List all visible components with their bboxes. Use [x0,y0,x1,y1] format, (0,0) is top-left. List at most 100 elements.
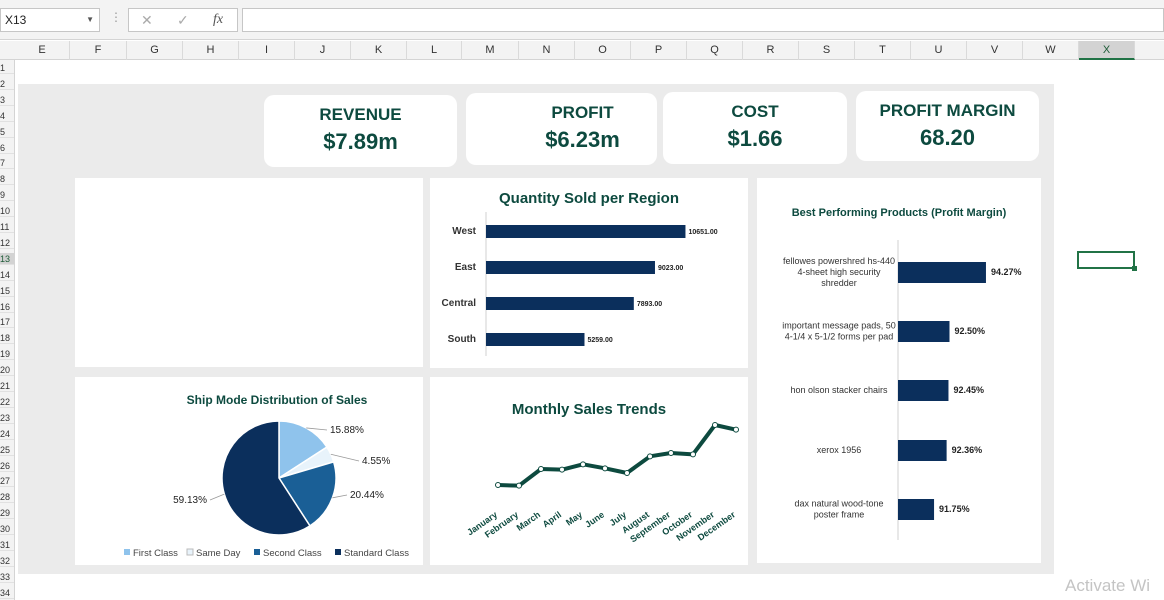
column-header-U[interactable]: U [911,41,967,60]
column-header-J[interactable]: J [295,41,351,60]
column-header-K[interactable]: K [351,41,407,60]
row-header-7[interactable]: 7 [0,157,14,170]
legend-swatch [335,549,341,555]
column-header-R[interactable]: R [743,41,799,60]
kpi-margin-label: PROFIT MARGIN [879,101,1016,120]
sales-point [690,451,696,458]
sales-point [495,482,501,488]
column-header-X[interactable]: X [1079,41,1135,60]
region-chart: West 10651.00 East 9023.00 Central 7893.00 Sou… [442,212,718,356]
column-header-Q[interactable]: Q [687,41,743,60]
pie-slice [221,420,311,536]
legend-label: Same Day [196,548,241,559]
row-header-10[interactable]: 10 [0,205,14,218]
region-data-label: 10651.00 [688,229,717,236]
column-header-G[interactable]: G [127,41,183,60]
row-header-25[interactable]: 25 [0,444,14,456]
row-header-24[interactable]: 24 [0,428,14,440]
sales-point [538,466,544,472]
product-tick-label: important message pads, 50 4-1/4 x 5-1/2 … [782,321,896,342]
column-header-V[interactable]: V [967,41,1023,60]
region-data-label: 5259.00 [587,337,612,344]
activate-windows-watermark: Activate Wi [1065,576,1151,595]
row-header-12[interactable]: 12 [0,237,14,249]
column-header-I[interactable]: I [239,41,295,60]
enter-icon[interactable]: ✓ [177,12,189,28]
column-header-N[interactable]: N [519,41,575,60]
row-header-2[interactable]: 2 [0,78,14,90]
legend-swatch [186,548,194,556]
product-tick-label: xerox 1956 [817,445,862,455]
pie-data-label: 15.88% [330,425,364,436]
row-header-28[interactable]: 28 [0,491,14,504]
kpi-profit-margin: PROFIT MARGIN 68.20 [856,91,1039,161]
region-bar [486,261,655,274]
product-data-label: 92.50% [955,326,986,336]
selected-cell[interactable] [1077,251,1137,271]
row-header-34[interactable]: 34 [0,587,14,599]
column-header-H[interactable]: H [183,41,239,60]
row-header-1[interactable]: 1 [0,62,14,74]
row-header-31[interactable]: 31 [0,539,14,551]
row-header-21[interactable]: 21 [0,380,14,392]
row-header-4[interactable]: 4 [0,110,14,122]
more-icon: ⋮ [110,10,122,24]
column-header-F[interactable]: F [70,41,127,60]
pie-leader-line [209,493,225,501]
region-bar [486,333,585,346]
region-bar [486,297,634,310]
sales-trend-line [497,423,737,488]
column-header-O[interactable]: O [575,41,631,60]
row-header-6[interactable]: 6 [0,142,14,154]
sales-point [668,450,674,456]
pie-leader-line [332,494,348,499]
row-header-33[interactable]: 33 [0,571,14,583]
kpi-cost-label: COST [731,102,779,121]
row-header-5[interactable]: 5 [0,126,14,138]
row-header-3[interactable]: 3 [0,94,14,106]
kpi-profit: PROFIT $6.23m [466,93,657,165]
row-header-14[interactable]: 14 [0,269,14,281]
column-header-E[interactable]: E [15,41,70,60]
row-header-8[interactable]: 8 [0,173,14,186]
column-header-S[interactable]: S [799,41,855,60]
row-header-16[interactable]: 16 [0,301,14,313]
column-header-L[interactable]: L [407,41,462,60]
kpi-revenue-value: $7.89m [323,129,398,154]
sales-point [733,426,739,433]
row-header-19[interactable]: 19 [0,348,14,361]
row-header-26[interactable]: 26 [0,460,14,472]
row-header-29[interactable]: 29 [0,507,14,520]
column-header-W[interactable]: W [1023,41,1079,60]
row-header-17[interactable]: 17 [0,316,14,329]
row-header-15[interactable]: 15 [0,285,14,297]
name-box-value: X13 [5,13,27,27]
row-header-32[interactable]: 32 [0,555,14,567]
column-header-M[interactable]: M [462,41,519,60]
sales-point [559,466,565,473]
row-header-22[interactable]: 22 [0,396,14,408]
row-header-13[interactable]: 13 [0,252,14,265]
column-header-P[interactable]: P [631,41,687,60]
products-chart-title: Best Performing Products (Profit Margin) [791,207,1007,219]
products-chart: fellowes powershred hs-440 4-sheet high s… [782,240,1021,540]
row-header-23[interactable]: 23 [0,412,14,424]
cancel-icon[interactable]: ✕ [141,12,153,28]
name-box[interactable]: X13 ▼ [0,8,100,32]
formula-input[interactable] [242,8,1164,32]
insert-function-icon[interactable]: fx [213,12,224,27]
monthly-chart-title: Monthly Sales Trends [511,401,667,418]
row-header-27[interactable]: 27 [0,475,14,488]
product-tick-label: dax natural wood-tone poster frame [794,499,883,520]
row-header-30[interactable]: 30 [0,523,14,536]
column-header-T[interactable]: T [855,41,911,60]
product-tick-label: fellowes powershred hs-440 4-sheet high s… [783,256,895,288]
chevron-down-icon[interactable]: ▼ [86,15,94,24]
row-header-9[interactable]: 9 [0,189,14,202]
products-chart-panel: Best Performing Products (Profit Margin)… [757,178,1041,563]
product-bar [898,321,950,342]
pie-data-label: 59.13% [173,495,207,506]
row-header-20[interactable]: 20 [0,364,14,377]
row-header-18[interactable]: 18 [0,332,14,345]
row-header-11[interactable]: 11 [0,221,14,233]
